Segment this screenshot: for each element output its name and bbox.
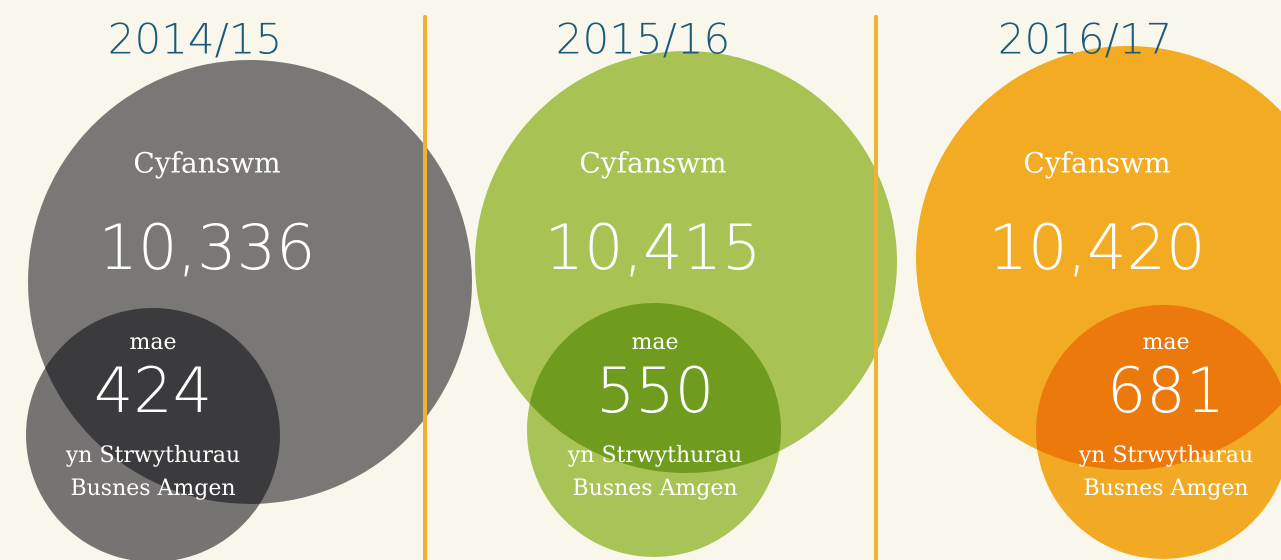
total-label: Cyfanswm (1023, 147, 1170, 180)
overlap (527, 303, 781, 473)
sub-suffix: Busnes Amgen (572, 476, 737, 501)
sub-suffix: yn Strwythurau (567, 443, 742, 468)
total-value: 10,415 (545, 211, 762, 284)
sub-suffix: yn Strwythurau (65, 443, 240, 468)
sub-suffix: Busnes Amgen (70, 476, 235, 501)
total-value: 10,420 (989, 211, 1206, 284)
sub-value: 550 (596, 354, 714, 427)
sub-prefix: mae (1143, 330, 1190, 355)
year: 2014/15 (108, 15, 282, 64)
sub-prefix: mae (130, 330, 177, 355)
total-label: Cyfanswm (579, 147, 726, 180)
year: 2015/16 (556, 15, 730, 64)
sub-suffix: yn Strwythurau (1078, 443, 1253, 468)
sub-value: 681 (1107, 354, 1225, 427)
year: 2016/17 (998, 15, 1172, 64)
sub-prefix: mae (632, 330, 679, 355)
sub-suffix: Busnes Amgen (1083, 476, 1248, 501)
total-label: Cyfanswm (133, 147, 280, 180)
total-value: 10,336 (99, 211, 316, 284)
overlap (1036, 305, 1281, 470)
sub-value: 424 (94, 354, 212, 427)
